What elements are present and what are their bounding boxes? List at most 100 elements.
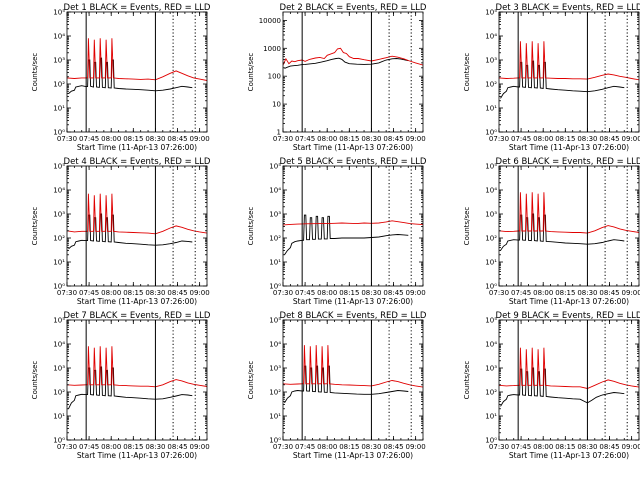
- x-tick-label: 08:15: [339, 289, 359, 297]
- x-tick-label: 08:30: [145, 443, 165, 451]
- y-tick-label: 10²: [53, 389, 65, 397]
- y-axis-label: Counts/sec: [31, 207, 39, 246]
- x-tick-label: 09:00: [406, 135, 426, 143]
- x-axis-label: Start Time (11-Apr-13 07:26:00): [509, 451, 629, 460]
- y-tick-label: 10⁰: [269, 283, 281, 291]
- panel-title-legend: BLACK = Events, RED = LLD: [87, 157, 211, 167]
- y-tick-label: 10¹: [53, 413, 65, 421]
- y-tick-label: 10¹: [485, 259, 497, 267]
- y-tick-label: 10³: [53, 365, 65, 373]
- x-tick-label: 08:15: [555, 289, 575, 297]
- panel-title-legend: BLACK = Events, RED = LLD: [303, 311, 427, 321]
- x-tick-label: 07:30: [57, 443, 77, 451]
- panel-title: Det 5 BLACK = Events, RED = LLD: [280, 157, 427, 167]
- x-tick-label: 09:00: [622, 135, 640, 143]
- panel-title-detector: Det 1: [64, 3, 87, 13]
- y-tick-label: 10³: [53, 211, 65, 219]
- axes-frame: [498, 319, 640, 441]
- y-tick-label: 10³: [53, 57, 65, 65]
- y-tick-label: 10²: [269, 389, 281, 397]
- panel-title-detector: Det 9: [496, 311, 519, 321]
- detector-panel: 07:30 07:45 08:00 08:15 08:30 08:45 09:00 10⁰ 10…: [247, 311, 427, 460]
- lld-series-line: [499, 347, 639, 389]
- x-tick-label: 09:00: [190, 135, 210, 143]
- panel-title-legend: BLACK = Events, RED = LLD: [303, 3, 427, 13]
- y-tick-label: 10⁴: [53, 187, 65, 195]
- y-axis-label: Counts/sec: [247, 361, 255, 400]
- y-axis-label: Counts/sec: [463, 207, 471, 246]
- x-tick-label: 07:30: [489, 135, 509, 143]
- y-tick-label: 10⁴: [53, 341, 65, 349]
- x-tick-label: 08:15: [555, 135, 575, 143]
- x-tick-label: 08:15: [123, 443, 143, 451]
- y-tick-label: 10³: [485, 365, 497, 373]
- axes-frame: [498, 11, 640, 133]
- panel-title-detector: Det 7: [64, 311, 87, 321]
- x-tick-label: 09:00: [622, 289, 640, 297]
- y-tick-label: 10⁵: [485, 163, 497, 171]
- y-tick-label: 100: [268, 73, 281, 81]
- detector-panel: 07:30 07:45 08:00 08:15 08:30 08:45 09:00 10⁰ 10…: [463, 157, 640, 306]
- panel-title: Det 3 BLACK = Events, RED = LLD: [496, 3, 640, 13]
- x-tick-label: 08:00: [101, 289, 121, 297]
- x-tick-label: 08:15: [339, 443, 359, 451]
- y-tick-label: 10³: [269, 211, 281, 219]
- x-tick-label: 07:45: [511, 443, 531, 451]
- x-tick-label: 08:00: [317, 443, 337, 451]
- y-tick-label: 10³: [269, 365, 281, 373]
- panel-title-legend: BLACK = Events, RED = LLD: [519, 311, 640, 321]
- x-tick-label: 08:00: [533, 135, 553, 143]
- x-tick-label: 07:45: [79, 443, 99, 451]
- events-series-line: [284, 57, 409, 69]
- x-tick-label: 08:00: [533, 443, 553, 451]
- panel-title: Det 2 BLACK = Events, RED = LLD: [280, 3, 427, 13]
- x-axis-label: Start Time (11-Apr-13 07:26:00): [77, 451, 197, 460]
- y-axis-label: Counts/sec: [31, 361, 39, 400]
- detector-panel: 07:30 07:45 08:00 08:15 08:30 08:45 09:00 10⁰ 10…: [463, 3, 640, 152]
- axes-frame: [66, 319, 208, 441]
- panel-title-detector: Det 5: [280, 157, 303, 167]
- y-tick-label: 10¹: [269, 259, 281, 267]
- events-series-line: [68, 213, 193, 250]
- panel-title-legend: BLACK = Events, RED = LLD: [303, 157, 427, 167]
- x-tick-label: 08:00: [317, 289, 337, 297]
- y-tick-label: 10⁰: [53, 129, 65, 137]
- panel-title: Det 4 BLACK = Events, RED = LLD: [64, 157, 211, 167]
- y-tick-label: 1: [277, 129, 281, 137]
- panel-title: Det 6 BLACK = Events, RED = LLD: [496, 157, 640, 167]
- panel-title: Det 8 BLACK = Events, RED = LLD: [280, 311, 427, 321]
- y-tick-label: 10¹: [269, 413, 281, 421]
- detector-panel: 07:30 07:45 08:00 08:15 08:30 08:45 09:00 10⁰ 10…: [31, 311, 211, 460]
- y-tick-label: 10²: [485, 235, 497, 243]
- x-tick-label: 07:45: [295, 135, 315, 143]
- y-tick-label: 10⁴: [485, 187, 497, 195]
- panel-title-detector: Det 6: [496, 157, 519, 167]
- panel-title-legend: BLACK = Events, RED = LLD: [87, 311, 211, 321]
- x-tick-label: 07:45: [79, 289, 99, 297]
- x-axis-label: Start Time (11-Apr-13 07:26:00): [77, 297, 197, 306]
- y-tick-label: 10²: [53, 235, 65, 243]
- y-axis-label: Counts/sec: [247, 53, 255, 92]
- x-tick-label: 09:00: [190, 289, 210, 297]
- y-tick-label: 10⁴: [485, 33, 497, 41]
- panel-title: Det 7 BLACK = Events, RED = LLD: [64, 311, 211, 321]
- x-tick-label: 08:30: [577, 135, 597, 143]
- y-tick-label: 10000: [259, 17, 281, 25]
- x-tick-label: 08:45: [599, 289, 619, 297]
- y-tick-label: 10⁵: [485, 9, 497, 17]
- x-tick-label: 08:30: [361, 289, 381, 297]
- x-tick-label: 09:00: [406, 443, 426, 451]
- detector-panel: 07:30 07:45 08:00 08:15 08:30 08:45 09:00 10⁰ 10…: [31, 3, 211, 152]
- panel-title-detector: Det 4: [64, 157, 87, 167]
- lld-series-line: [283, 47, 423, 66]
- x-axis-label: Start Time (11-Apr-13 07:26:00): [509, 297, 629, 306]
- panel-title-detector: Det 8: [280, 311, 303, 321]
- panel-title: Det 1 BLACK = Events, RED = LLD: [64, 3, 211, 13]
- y-tick-label: 10²: [53, 81, 65, 89]
- x-tick-label: 07:30: [273, 289, 293, 297]
- detector-panel: 07:30 07:45 08:00 08:15 08:30 08:45 09:00 10⁰ 10…: [31, 157, 211, 306]
- x-tick-label: 07:45: [511, 289, 531, 297]
- events-series-line: [68, 366, 193, 409]
- y-tick-label: 1000: [263, 45, 281, 53]
